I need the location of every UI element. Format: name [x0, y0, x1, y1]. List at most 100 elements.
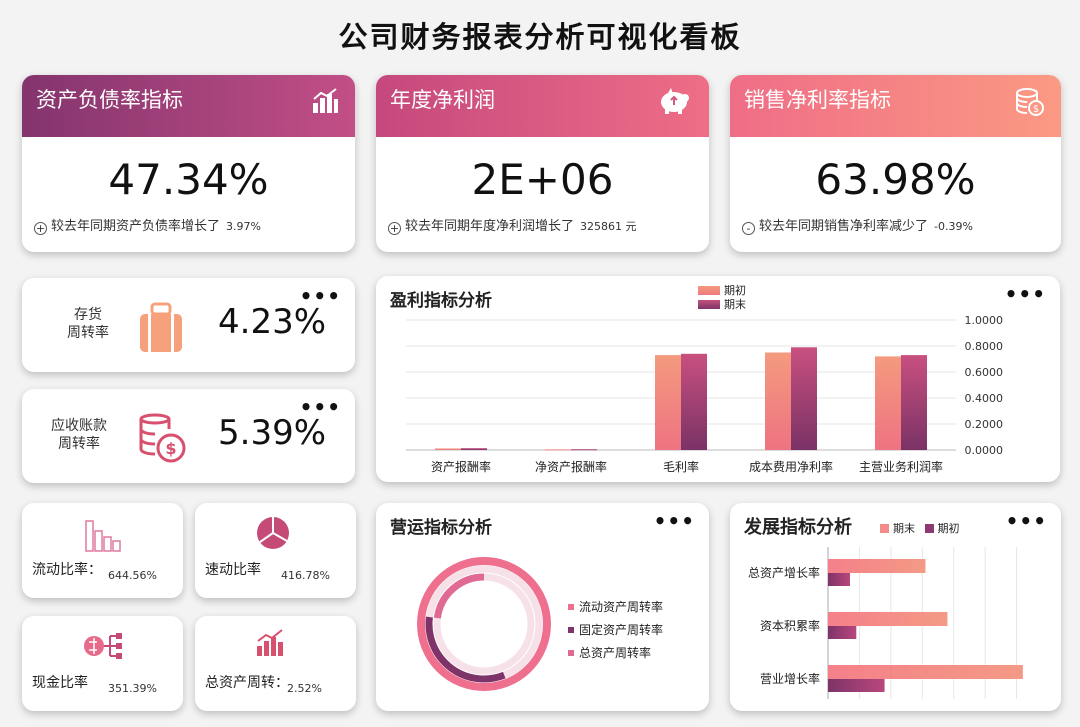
y-tick-label: 营业增长率 — [760, 671, 820, 686]
bar-start — [828, 679, 885, 692]
bar-end — [571, 449, 597, 451]
bar-start — [655, 355, 681, 450]
more-icon[interactable]: ••• — [653, 509, 695, 533]
more-icon[interactable]: ••• — [1005, 509, 1047, 533]
bar-start — [545, 449, 571, 451]
ratio-label: 流动比率： — [32, 562, 102, 578]
kpi-title: 年度净利润 — [390, 88, 495, 112]
kpi-header: 资产负债率指标 — [22, 75, 355, 137]
legend-label: 固定资产周转率 — [579, 622, 663, 637]
kpi-note-text: 较去年同期资产负债率增长了 — [51, 219, 221, 234]
bar-end — [828, 665, 1023, 679]
growth-chart-card: 发展指标分析 ••• 期末 期初 总资产增长率 资本积累率 营业增长率 — [730, 503, 1061, 711]
x-tick-label: 资产报酬率 — [431, 459, 491, 474]
legend-swatch — [880, 524, 889, 533]
profit-legend: 期初 期末 — [698, 284, 746, 312]
legend-label: 流动资产周转率 — [579, 599, 663, 614]
x-tick-label: 净资产报酬率 — [535, 459, 607, 474]
dollar-coins-icon: $ — [138, 413, 188, 469]
legend-swatch — [568, 627, 574, 633]
bar-start — [875, 356, 901, 450]
flow-icon — [82, 628, 124, 668]
suitcase-icon — [138, 302, 184, 358]
legend-swatch — [568, 650, 574, 656]
kpi-change: -0.39% — [934, 220, 973, 233]
bar-start — [765, 352, 791, 450]
legend-label: 期末 — [724, 298, 746, 311]
bar-end — [461, 448, 487, 450]
cash-ratio-card: 现金比率 351.39% — [22, 616, 183, 711]
bar-end — [901, 355, 927, 450]
legend-swatch — [568, 604, 574, 610]
turnover-label: 应收账款 周转率 — [51, 418, 107, 452]
y-tick-label: 1.0000 — [965, 314, 1004, 327]
legend-label: 总资产周转率 — [579, 645, 651, 660]
chart-title: 营运指标分析 — [390, 518, 492, 538]
ratio-value: 2.52% — [287, 682, 322, 695]
turnover-value: 4.23% — [218, 302, 327, 342]
kpi-note: + 较去年同期年度净利润增长了 325861 元 — [388, 215, 637, 235]
kpi-card-debt-ratio: 资产负债率指标 47.34% + 较去年同期资产负债率增长了 3.97% — [22, 75, 355, 252]
operation-chart-card: 营运指标分析 ••• 流动资产周转率 固定资产周转率 总资产周转率 — [376, 503, 709, 711]
profit-chart-card: 盈利指标分析 ••• 期初 期末 1.0000 0.8000 0.6000 0.400… — [376, 276, 1060, 482]
bar-end — [828, 612, 948, 626]
svg-text:$: $ — [165, 439, 176, 458]
legend-item: 期末 — [698, 298, 746, 312]
legend-label: 期初 — [724, 284, 746, 297]
kpi-note: + 较去年同期资产负债率增长了 3.97% — [34, 215, 261, 235]
kpi-value: 47.34% — [108, 155, 269, 204]
quick-ratio-card: 速动比率 416.78% — [195, 503, 356, 598]
legend-label: 期初 — [937, 522, 960, 535]
bar-outline-icon — [84, 519, 124, 557]
kpi-note: - 较去年同期销售净利率减少了 -0.39% — [742, 215, 973, 235]
more-icon[interactable]: ••• — [299, 284, 341, 308]
legend-swatch — [698, 286, 720, 295]
asset-turnover-card: 总资产周转： 2.52% — [195, 616, 356, 711]
ratio-label: 速动比率 — [205, 562, 261, 578]
bar-end — [791, 347, 817, 450]
kpi-value: 63.98% — [815, 155, 976, 204]
kpi-note-text: 较去年同期销售净利率减少了 — [759, 219, 929, 234]
kpi-note-text: 较去年同期年度净利润增长了 — [405, 219, 575, 234]
kpi-value: 2E+06 — [471, 155, 614, 204]
chart-title: 发展指标分析 — [744, 517, 852, 538]
bar-start — [828, 626, 857, 639]
bar-start — [828, 573, 850, 586]
current-ratio-card: 流动比率： 644.56% — [22, 503, 183, 598]
y-tick-label: 总资产增长率 — [748, 565, 820, 580]
donut-segment — [425, 616, 506, 683]
kpi-header: 年度净利润 — [376, 75, 709, 137]
kpi-card-net-margin: 销售净利率指标 $ 63.98% - 较去年同期销售净利率减少了 -0.39% — [730, 75, 1061, 252]
svg-text:$: $ — [1033, 104, 1039, 115]
bar-start — [435, 448, 461, 450]
kpi-card-net-profit: 年度净利润 2E+06 + 较去年同期年度净利润增长了 325861 元 — [376, 75, 709, 252]
kpi-title: 销售净利率指标 — [744, 88, 891, 112]
kpi-title: 资产负债率指标 — [36, 88, 183, 112]
bar-chart-icon — [311, 87, 339, 119]
legend-label: 期末 — [893, 522, 915, 535]
kpi-change: 3.97% — [226, 220, 261, 233]
y-tick-label: 0.0000 — [965, 444, 1004, 457]
y-tick-label: 0.4000 — [965, 392, 1004, 405]
growth-legend: 期末 期初 — [880, 520, 960, 536]
ratio-value: 351.39% — [108, 682, 157, 695]
ratio-label: 现金比率 — [32, 675, 88, 691]
pie-icon — [255, 515, 291, 555]
kpi-change: 325861 元 — [580, 220, 637, 233]
minus-circle-icon: - — [742, 222, 755, 235]
ratio-value: 644.56% — [108, 569, 157, 582]
x-tick-label: 主营业务利润率 — [859, 459, 943, 474]
rising-bars-icon — [255, 628, 287, 662]
donut-segment — [433, 573, 485, 619]
more-icon[interactable]: ••• — [299, 395, 341, 419]
inventory-turnover-card: ••• 存货 周转率 4.23% — [22, 278, 355, 372]
more-icon[interactable]: ••• — [1004, 282, 1046, 306]
ratio-label: 总资产周转： — [205, 675, 289, 691]
piggy-bank-icon — [657, 87, 693, 119]
turnover-value: 5.39% — [218, 413, 327, 453]
bar-end — [681, 353, 707, 450]
legend-swatch — [698, 300, 720, 309]
legend-swatch — [924, 524, 934, 533]
